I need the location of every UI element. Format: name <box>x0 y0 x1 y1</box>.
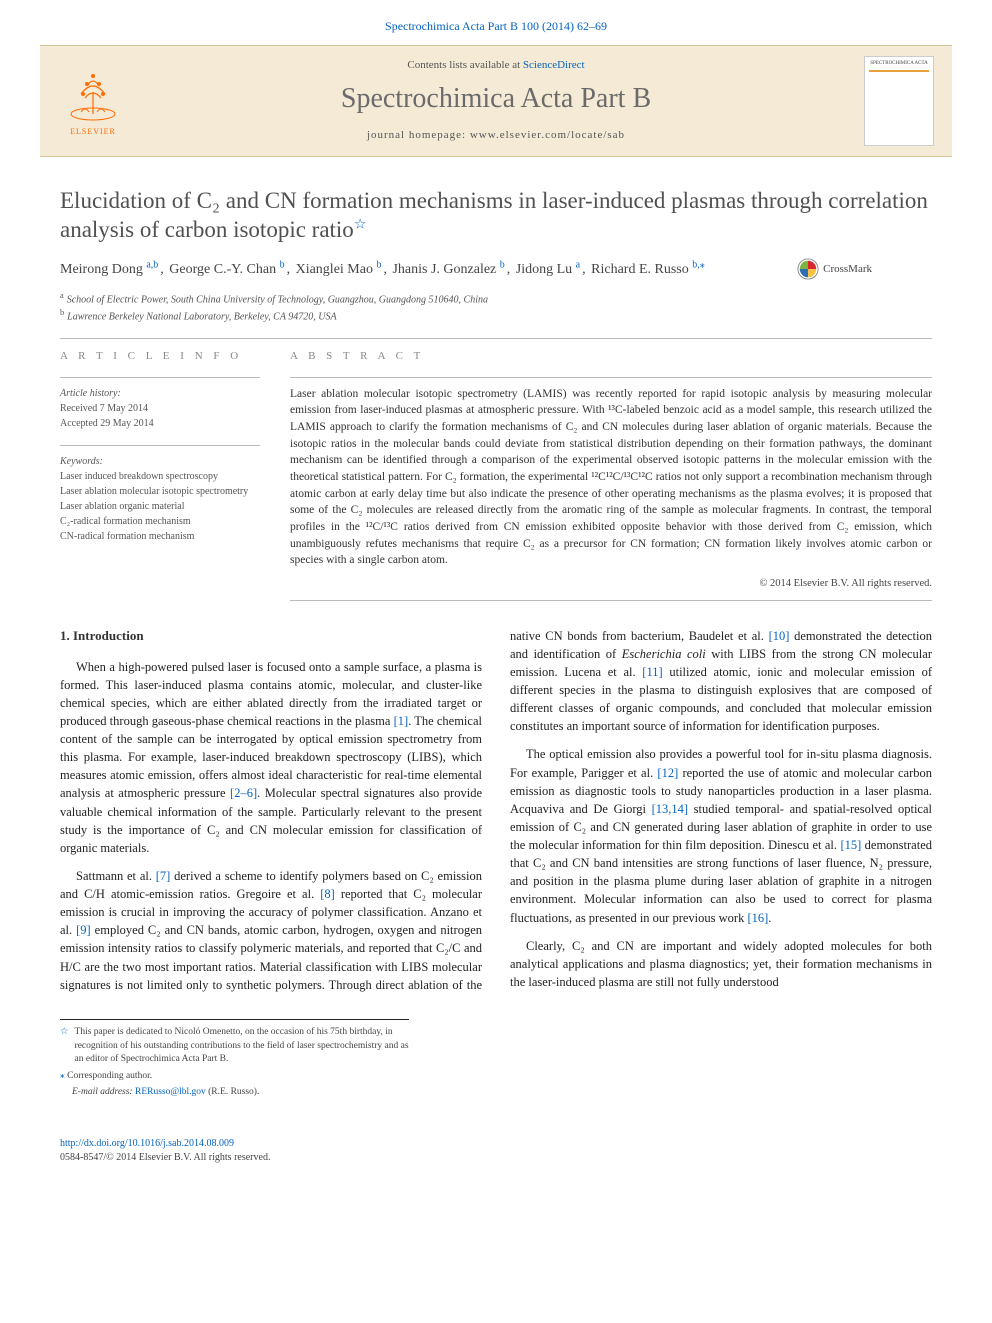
section-heading-intro: 1. Introduction <box>60 627 482 646</box>
cover-thumb-title: SPECTROCHIMICA ACTA <box>870 61 928 67</box>
keyword: Laser ablation organic material <box>60 499 260 514</box>
accepted-date: Accepted 29 May 2014 <box>60 416 260 431</box>
homepage-prefix: journal homepage: <box>367 129 470 141</box>
article-title: Elucidation of C₂ and CN formation mecha… <box>60 187 932 245</box>
email-suffix: (R.E. Russo). <box>206 1087 260 1097</box>
article-info-label: A R T I C L E I N F O <box>60 349 260 364</box>
crossmark-icon <box>797 258 819 280</box>
author-3: Xianglei Mao b <box>296 262 382 277</box>
doi-link[interactable]: http://dx.doi.org/10.1016/j.sab.2014.08.… <box>60 1138 234 1149</box>
author-6: Richard E. Russo b,⁎ <box>591 262 705 277</box>
cover-thumb-rule <box>869 70 929 72</box>
author-2: George C.-Y. Chan b <box>169 262 284 277</box>
body-para: The optical emission also provides a pow… <box>510 745 932 926</box>
keyword: Laser induced breakdown spectroscopy <box>60 469 260 484</box>
footnotes: ☆ This paper is dedicated to Nicoló Omen… <box>60 1019 409 1098</box>
elsevier-tree-icon <box>63 64 123 124</box>
elsevier-logo-text: ELSEVIER <box>70 126 116 137</box>
email-label: E-mail address: <box>72 1087 135 1097</box>
ref-link[interactable]: [1] <box>394 714 409 728</box>
abstract-copyright: © 2014 Elsevier B.V. All rights reserved… <box>290 577 932 592</box>
keyword: CN-radical formation mechanism <box>60 529 260 544</box>
affiliation-b: bLawrence Berkeley National Laboratory, … <box>60 307 932 324</box>
corresponding-footnote: ⁎ Corresponding author. <box>60 1070 409 1083</box>
journal-citation-link[interactable]: Spectrochimica Acta Part B 100 (2014) 62… <box>385 19 607 33</box>
issn-copyright: 0584-8547/© 2014 Elsevier B.V. All right… <box>60 1151 932 1165</box>
divider <box>60 377 260 378</box>
ref-link[interactable]: [7] <box>156 869 171 883</box>
email-footnote: E-mail address: RERusso@lbl.gov (R.E. Ru… <box>60 1086 409 1099</box>
keywords-block: Keywords: Laser induced breakdown spectr… <box>60 454 260 544</box>
abstract-text: Laser ablation molecular isotopic spectr… <box>290 386 932 569</box>
journal-cover-thumb: SPECTROCHIMICA ACTA <box>864 56 934 146</box>
affiliation-a: aSchool of Electric Power, South China U… <box>60 290 932 307</box>
journal-homepage-line: journal homepage: www.elsevier.com/locat… <box>128 128 864 143</box>
corresponding-star-icon: ⁎ <box>700 259 705 270</box>
contents-lists-line: Contents lists available at ScienceDirec… <box>128 58 864 73</box>
contents-prefix: Contents lists available at <box>407 59 522 71</box>
article-title-text: Elucidation of C₂ and CN formation mecha… <box>60 188 928 242</box>
ref-link[interactable]: [15] <box>840 838 861 852</box>
divider <box>290 377 932 378</box>
journal-header-band: ELSEVIER Contents lists available at Sci… <box>40 45 952 157</box>
article-history: Article history: Received 7 May 2014 Acc… <box>60 386 260 431</box>
ref-link[interactable]: [11] <box>642 665 662 679</box>
history-header: Article history: <box>60 386 260 401</box>
ref-link[interactable]: [8] <box>320 887 335 901</box>
ref-link[interactable]: [16] <box>747 911 768 925</box>
sciencedirect-link[interactable]: ScienceDirect <box>523 59 585 71</box>
elsevier-logo: ELSEVIER <box>58 61 128 141</box>
keyword: Laser ablation molecular isotopic spectr… <box>60 484 260 499</box>
author-1: Meirong Dong a,b <box>60 262 158 277</box>
corresponding-label: Corresponding author. <box>67 1071 152 1081</box>
page-footer: http://dx.doi.org/10.1016/j.sab.2014.08.… <box>0 1119 992 1195</box>
journal-citation-header: Spectrochimica Acta Part B 100 (2014) 62… <box>0 0 992 45</box>
divider <box>60 338 932 339</box>
crossmark-badge[interactable]: CrossMark <box>797 258 872 280</box>
star-icon: ☆ <box>60 1026 69 1066</box>
ref-link[interactable]: [12] <box>657 766 678 780</box>
received-date: Received 7 May 2014 <box>60 401 260 416</box>
article-body: 1. Introduction When a high-powered puls… <box>60 627 932 998</box>
header-center: Contents lists available at ScienceDirec… <box>128 58 864 144</box>
abstract-label: A B S T R A C T <box>290 349 932 364</box>
body-para: Clearly, C₂ and CN are important and wid… <box>510 937 932 991</box>
ref-link[interactable]: [2–6] <box>230 786 257 800</box>
journal-title: Spectrochimica Acta Part B <box>128 79 864 118</box>
crossmark-label: CrossMark <box>823 262 872 277</box>
keywords-header: Keywords: <box>60 454 260 469</box>
author-5: Jidong Lu a <box>516 262 580 277</box>
affiliations: aSchool of Electric Power, South China U… <box>60 290 932 325</box>
divider <box>60 445 260 446</box>
dedication-footnote: ☆ This paper is dedicated to Nicoló Omen… <box>60 1026 409 1066</box>
ref-link[interactable]: [13,14] <box>652 802 688 816</box>
dedication-star-icon: ☆ <box>354 217 367 232</box>
body-para: When a high-powered pulsed laser is focu… <box>60 658 482 857</box>
ref-link[interactable]: [10] <box>769 629 790 643</box>
email-link[interactable]: RERusso@lbl.gov <box>135 1087 206 1097</box>
keyword: C₂-radical formation mechanism <box>60 514 260 529</box>
ref-link[interactable]: [9] <box>76 923 91 937</box>
dedication-text: This paper is dedicated to Nicoló Omenet… <box>75 1026 409 1066</box>
homepage-url: www.elsevier.com/locate/sab <box>470 129 625 141</box>
author-4: Jhanis J. Gonzalez b <box>392 262 504 277</box>
divider <box>290 600 932 601</box>
